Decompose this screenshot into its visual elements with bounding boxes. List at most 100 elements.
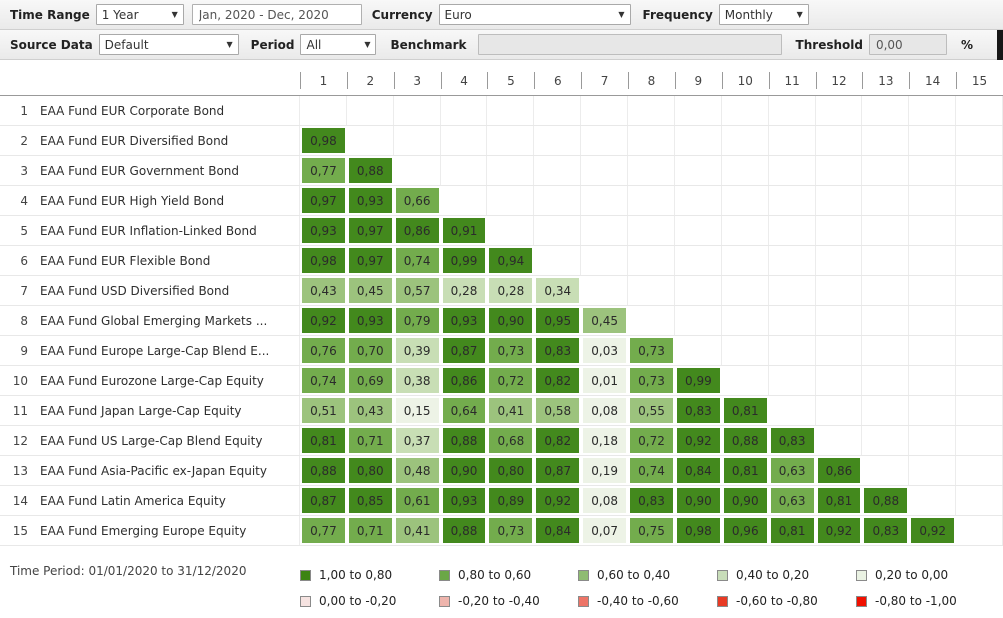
percent-label: % bbox=[960, 37, 973, 52]
fund-row: 7 EAA Fund USD Diversified Bond 0,43 0,45 0,… bbox=[0, 276, 1003, 306]
time-range-select[interactable]: 1 Year ▼ bbox=[95, 4, 184, 25]
matrix-cell: 0,69 bbox=[346, 366, 394, 395]
fund-label-cell: 9 EAA Fund Europe Large-Cap Blend E... bbox=[0, 336, 300, 365]
matrix-cell-empty bbox=[628, 306, 675, 335]
fund-row: 8 EAA Fund Global Emerging Markets ... 0,9… bbox=[0, 306, 1003, 336]
legend-item: 0,00 to -0,20 bbox=[300, 594, 439, 608]
row-number: 1 bbox=[20, 103, 28, 118]
column-header: 6 bbox=[534, 66, 581, 95]
matrix-cell-empty bbox=[862, 456, 910, 485]
matrix-cell-empty bbox=[816, 186, 863, 215]
fund-label-cell: 13 EAA Fund Asia-Pacific ex-Japan Equity bbox=[0, 456, 300, 485]
legend-item: 1,00 to 0,80 bbox=[300, 568, 439, 582]
column-header: 5 bbox=[487, 66, 534, 95]
fund-name: EAA Fund EUR Government Bond bbox=[40, 163, 240, 178]
matrix-cell-empty bbox=[300, 96, 347, 125]
matrix-cell: 0,99 bbox=[674, 366, 722, 395]
fund-label-cell: 10 EAA Fund Eurozone Large-Cap Equity bbox=[0, 366, 300, 395]
matrix-cell-empty bbox=[581, 126, 629, 155]
matrix-cell: 0,97 bbox=[300, 186, 347, 215]
matrix-cell-empty bbox=[909, 336, 957, 365]
matrix-cell: 0,77 bbox=[300, 156, 347, 185]
matrix-cell: 0,93 bbox=[300, 216, 347, 245]
matrix-cell-empty bbox=[956, 516, 1003, 545]
matrix-cell-empty bbox=[862, 276, 910, 305]
matrix-cell: 0,81 bbox=[300, 426, 347, 455]
chevron-down-icon: ▼ bbox=[618, 10, 625, 19]
matrix-header-spacer bbox=[0, 66, 300, 95]
column-header: 1 bbox=[300, 66, 347, 95]
matrix-cell: 0,07 bbox=[581, 516, 629, 545]
column-header: 14 bbox=[909, 66, 956, 95]
column-header: 7 bbox=[581, 66, 628, 95]
fund-row: 10 EAA Fund Eurozone Large-Cap Equity 0,74… bbox=[0, 366, 1003, 396]
row-number: 7 bbox=[20, 283, 28, 298]
chevron-down-icon: ▼ bbox=[171, 10, 178, 19]
fund-name: EAA Fund EUR Corporate Bond bbox=[40, 103, 225, 118]
matrix-cell-empty bbox=[909, 456, 957, 485]
matrix-cell-empty bbox=[956, 186, 1003, 215]
row-number: 15 bbox=[12, 523, 28, 538]
threshold-input[interactable] bbox=[868, 34, 947, 55]
matrix-cell-empty bbox=[722, 276, 769, 305]
legend-item: 0,20 to 0,00 bbox=[856, 568, 995, 582]
matrix-cell-empty bbox=[909, 186, 957, 215]
currency-select[interactable]: Euro ▼ bbox=[438, 4, 631, 25]
matrix-cell: 0,43 bbox=[346, 396, 394, 425]
matrix-cell: 0,83 bbox=[768, 426, 816, 455]
fund-name: EAA Fund Eurozone Large-Cap Equity bbox=[40, 373, 264, 388]
matrix-cell: 0,83 bbox=[674, 396, 722, 425]
matrix-cell: 0,80 bbox=[487, 456, 535, 485]
legend-item-label: -0,80 to -1,00 bbox=[875, 594, 957, 608]
source-data-select[interactable]: Default ▼ bbox=[98, 34, 239, 55]
matrix-cell: 0,45 bbox=[581, 306, 629, 335]
matrix-cell: 0,74 bbox=[628, 456, 675, 485]
matrix-cell-empty bbox=[441, 156, 488, 185]
period-select[interactable]: All ▼ bbox=[300, 34, 377, 55]
legend-swatch bbox=[856, 569, 867, 581]
legend-swatch bbox=[300, 569, 311, 581]
matrix-cell-empty bbox=[534, 126, 582, 155]
fund-row: 9 EAA Fund Europe Large-Cap Blend E... 0,7… bbox=[0, 336, 1003, 366]
matrix-cell: 0,86 bbox=[393, 216, 441, 245]
row-number: 10 bbox=[12, 373, 28, 388]
matrix-cell-empty bbox=[722, 126, 769, 155]
column-header: 11 bbox=[768, 66, 816, 95]
row-number: 4 bbox=[20, 193, 28, 208]
chevron-down-icon: ▼ bbox=[364, 40, 371, 49]
edge-dark-strip bbox=[997, 30, 1003, 60]
matrix-cell: 0,91 bbox=[440, 216, 488, 245]
matrix-cell: 0,99 bbox=[440, 246, 488, 275]
matrix-cell-empty bbox=[675, 336, 722, 365]
matrix-cell: 0,92 bbox=[674, 426, 722, 455]
matrix-cell: 0,28 bbox=[440, 276, 488, 305]
period-value: All bbox=[306, 37, 322, 52]
matrix-cell: 0,92 bbox=[909, 516, 957, 545]
matrix-cell-empty bbox=[722, 306, 769, 335]
matrix-cell-empty bbox=[909, 426, 957, 455]
row-number: 5 bbox=[20, 223, 28, 238]
date-range-input[interactable] bbox=[191, 4, 362, 25]
matrix-cell-empty bbox=[862, 396, 910, 425]
matrix-cell-empty bbox=[675, 216, 722, 245]
matrix-cell-empty bbox=[909, 366, 957, 395]
legend-swatch bbox=[300, 595, 311, 607]
matrix-cell: 0,80 bbox=[346, 456, 394, 485]
matrix-cell: 0,88 bbox=[862, 486, 910, 515]
matrix-cell: 0,18 bbox=[581, 426, 629, 455]
matrix-cell-empty bbox=[956, 426, 1003, 455]
matrix-cell-empty bbox=[487, 216, 535, 245]
legend-item-label: 0,60 to 0,40 bbox=[597, 568, 671, 582]
fund-label-cell: 3 EAA Fund EUR Government Bond bbox=[0, 156, 300, 185]
matrix-cell: 0,83 bbox=[628, 486, 675, 515]
matrix-cell: 0,28 bbox=[487, 276, 535, 305]
matrix-header-row: 1 2 3 4 5 6 7 8 9 10 11 12 13 14 15 bbox=[0, 66, 1003, 96]
matrix-cell-empty bbox=[909, 246, 957, 275]
matrix-cell: 0,95 bbox=[534, 306, 582, 335]
matrix-cell: 0,03 bbox=[581, 336, 629, 365]
frequency-select[interactable]: Monthly ▼ bbox=[718, 4, 809, 25]
fund-row: 15 EAA Fund Emerging Europe Equity 0,77 0,7… bbox=[0, 516, 1003, 546]
matrix-cell: 0,45 bbox=[346, 276, 394, 305]
fund-label-cell: 15 EAA Fund Emerging Europe Equity bbox=[0, 516, 300, 545]
benchmark-input[interactable] bbox=[478, 34, 782, 55]
